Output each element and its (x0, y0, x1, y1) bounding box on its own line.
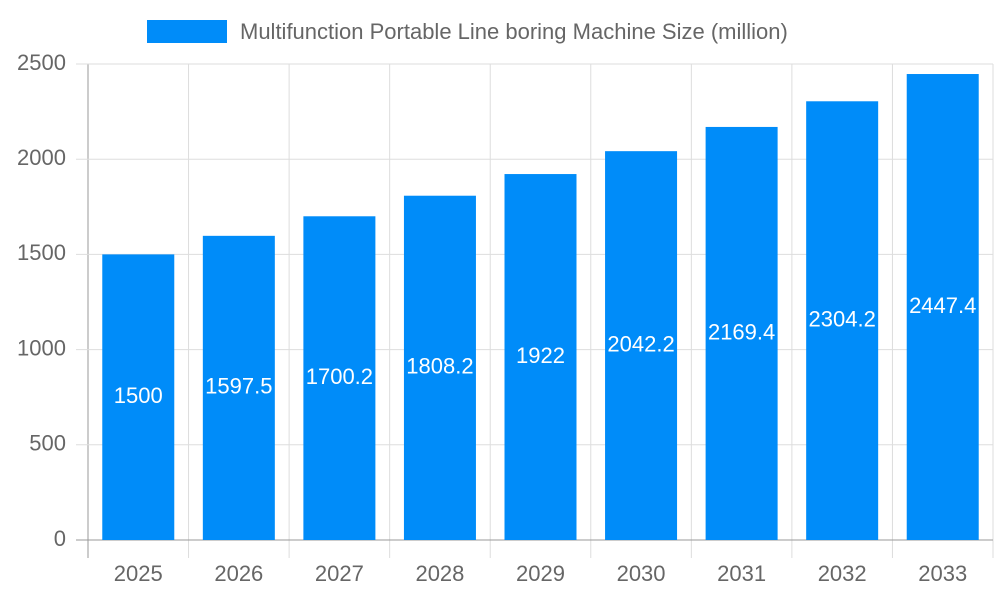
x-tick-label: 2029 (516, 561, 565, 586)
bar (504, 174, 577, 540)
x-tick-label: 2028 (415, 561, 464, 586)
x-tick-label: 2026 (214, 561, 263, 586)
x-tick-label: 2025 (114, 561, 163, 586)
data-label: 2169.4 (708, 319, 775, 344)
x-tick-label: 2032 (818, 561, 867, 586)
legend-label: Multifunction Portable Line boring Machi… (240, 19, 788, 44)
bar (303, 216, 376, 540)
x-tick-label: 2030 (617, 561, 666, 586)
x-tick-label: 2031 (717, 561, 766, 586)
legend-swatch (147, 20, 227, 43)
y-tick-label: 1000 (17, 335, 66, 360)
x-tick-label: 2027 (315, 561, 364, 586)
y-tick-label: 0 (54, 526, 66, 551)
y-tick-label: 2000 (17, 145, 66, 170)
bar (806, 101, 879, 540)
bar (102, 254, 175, 540)
data-label: 2304.2 (809, 306, 876, 331)
bar (403, 195, 476, 540)
data-label: 1922 (516, 343, 565, 368)
y-tick-label: 1500 (17, 240, 66, 265)
data-label: 1700.2 (306, 364, 373, 389)
bar (202, 235, 275, 540)
data-label: 1500 (114, 383, 163, 408)
data-label: 2447.4 (909, 293, 976, 318)
bar (605, 151, 678, 541)
data-label: 2042.2 (607, 331, 674, 356)
bar (705, 126, 778, 541)
y-tick-label: 500 (29, 431, 66, 456)
y-tick-label: 2500 (17, 50, 66, 75)
data-label: 1597.5 (205, 374, 272, 399)
data-label: 1808.2 (406, 354, 473, 379)
bar (906, 74, 979, 540)
x-tick-label: 2033 (918, 561, 967, 586)
